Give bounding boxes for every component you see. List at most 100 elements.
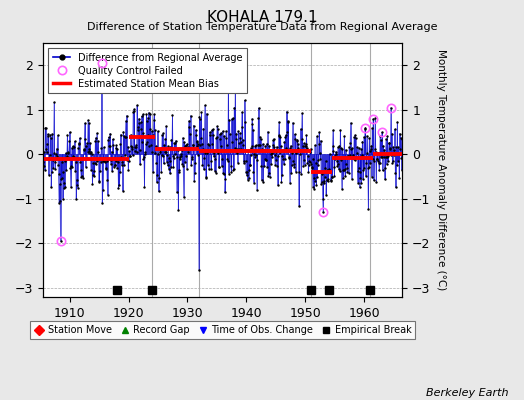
Point: [205, 129, 214, 136]
Point: [171, 151, 179, 158]
Point: [66, 164, 74, 171]
Point: [397, 135, 405, 141]
Point: [41, 125, 49, 132]
Point: [303, 145, 311, 151]
Point: [269, 136, 278, 142]
Point: [347, 176, 356, 182]
Point: [202, 174, 210, 180]
Point: [100, 157, 108, 164]
Point: [307, 161, 315, 167]
Point: [222, 128, 230, 134]
Point: [196, 142, 205, 148]
Point: [185, 145, 194, 152]
Point: [365, 135, 374, 142]
Point: [79, 175, 88, 182]
Point: [297, 171, 305, 178]
Point: [85, 120, 93, 126]
Point: [172, 146, 181, 153]
Point: [103, 177, 112, 183]
Point: [373, 155, 381, 162]
Point: [304, 153, 312, 159]
Point: [309, 184, 317, 190]
Point: [317, 181, 325, 188]
Point: [228, 139, 236, 145]
Point: [327, 176, 335, 183]
Point: [241, 119, 249, 126]
Point: [264, 128, 272, 135]
Point: [282, 132, 290, 138]
Point: [72, 159, 80, 165]
Point: [115, 182, 124, 188]
Point: [380, 165, 389, 171]
Point: [296, 147, 304, 153]
Point: [372, 179, 380, 186]
Point: [46, 132, 54, 138]
Point: [163, 162, 172, 168]
Point: [339, 175, 347, 182]
Point: [73, 185, 82, 191]
Point: [358, 138, 367, 145]
Point: [321, 165, 330, 171]
Point: [146, 111, 155, 117]
Point: [388, 160, 397, 166]
Point: [339, 167, 347, 174]
Point: [188, 156, 196, 162]
Point: [164, 143, 172, 149]
Point: [287, 169, 296, 176]
Point: [70, 154, 78, 160]
Point: [212, 134, 221, 140]
Point: [154, 128, 162, 134]
Point: [169, 164, 178, 170]
Point: [261, 143, 269, 150]
Point: [395, 151, 403, 157]
Point: [155, 174, 163, 181]
Point: [378, 129, 386, 135]
Point: [49, 157, 57, 163]
Point: [232, 130, 241, 137]
Point: [346, 140, 354, 146]
Point: [329, 127, 337, 134]
Point: [314, 156, 322, 163]
Point: [325, 166, 333, 173]
Point: [83, 140, 91, 146]
Point: [312, 182, 321, 188]
Point: [121, 134, 129, 140]
Point: [266, 147, 275, 153]
Point: [367, 143, 376, 149]
Point: [159, 160, 168, 166]
Point: [230, 166, 238, 172]
Point: [88, 181, 96, 188]
Point: [384, 157, 392, 164]
Point: [321, 173, 329, 180]
Point: [332, 148, 340, 155]
Point: [200, 155, 209, 162]
Point: [285, 154, 293, 160]
Point: [294, 144, 302, 151]
Point: [387, 152, 396, 158]
Point: [165, 155, 173, 162]
Point: [323, 178, 332, 185]
Point: [226, 147, 235, 153]
Point: [358, 152, 366, 158]
Point: [386, 145, 394, 152]
Point: [382, 136, 390, 142]
Point: [381, 176, 389, 183]
Point: [342, 161, 351, 167]
Point: [153, 172, 161, 178]
Point: [103, 192, 112, 198]
Point: [362, 173, 370, 179]
Point: [325, 150, 334, 157]
Point: [231, 145, 239, 152]
Point: [148, 128, 156, 134]
Point: [257, 136, 265, 142]
Point: [301, 142, 309, 149]
Point: [122, 118, 130, 124]
Point: [60, 179, 69, 186]
Point: [61, 158, 70, 164]
Point: [204, 140, 213, 147]
Point: [315, 129, 323, 136]
Point: [248, 116, 256, 122]
Point: [114, 158, 122, 165]
Point: [263, 164, 271, 170]
Point: [91, 159, 99, 166]
